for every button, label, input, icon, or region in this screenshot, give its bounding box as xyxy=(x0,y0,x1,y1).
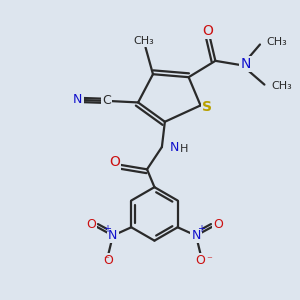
Text: O: O xyxy=(110,155,120,169)
Text: O: O xyxy=(202,24,213,38)
Text: S: S xyxy=(202,100,212,114)
Text: N: N xyxy=(170,141,180,154)
Text: N: N xyxy=(191,229,201,242)
Text: O: O xyxy=(103,254,113,267)
Text: O: O xyxy=(213,218,223,231)
Text: +: + xyxy=(197,224,206,234)
Text: ⁻: ⁻ xyxy=(206,256,212,266)
Text: N: N xyxy=(241,57,251,71)
Text: C: C xyxy=(103,94,111,107)
Text: CH₃: CH₃ xyxy=(266,37,287,47)
Text: CH₃: CH₃ xyxy=(271,81,292,91)
Text: N: N xyxy=(108,229,118,242)
Text: ⁻: ⁻ xyxy=(103,256,109,266)
Text: +: + xyxy=(103,224,112,234)
Text: O: O xyxy=(86,218,96,231)
Text: N: N xyxy=(73,93,83,106)
Text: CH₃: CH₃ xyxy=(134,36,154,46)
Text: H: H xyxy=(180,143,189,154)
Text: O: O xyxy=(196,254,206,267)
